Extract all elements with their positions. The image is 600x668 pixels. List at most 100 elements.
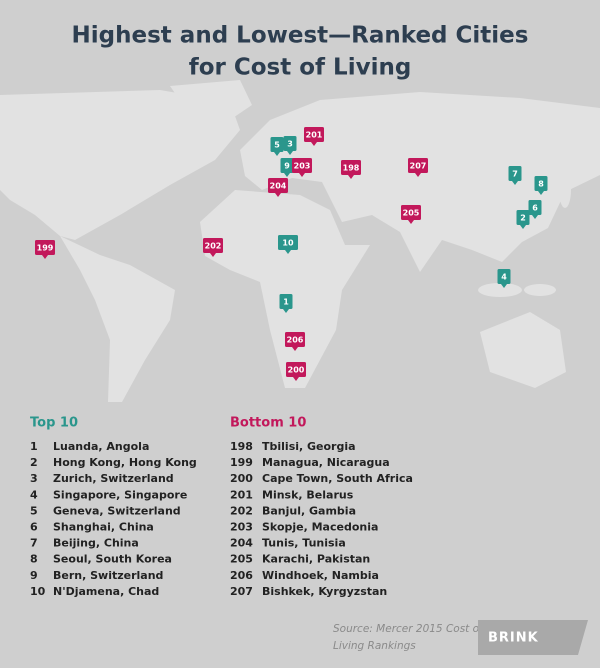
logo-badge bbox=[478, 620, 588, 655]
marker-pointer bbox=[311, 142, 317, 146]
rank: 199 bbox=[230, 456, 253, 469]
map-marker bbox=[408, 158, 428, 173]
map-marker bbox=[401, 205, 421, 220]
marker-pointer bbox=[501, 284, 507, 288]
rank: 201 bbox=[230, 488, 253, 501]
map-marker bbox=[285, 332, 305, 347]
city: Tunis, Tunisia bbox=[262, 537, 346, 550]
map-marker bbox=[516, 210, 530, 225]
marker-label: 7 bbox=[512, 170, 518, 179]
map-marker bbox=[270, 137, 284, 152]
marker-pointer bbox=[210, 253, 216, 257]
city: Cape Town, South Africa bbox=[262, 472, 413, 485]
map-marker bbox=[280, 158, 294, 173]
city: Zurich, Switzerland bbox=[53, 472, 174, 485]
rank: 206 bbox=[230, 569, 253, 582]
rank: 1 bbox=[30, 440, 38, 453]
marker-pointer bbox=[512, 181, 518, 185]
rank: 2 bbox=[30, 456, 38, 469]
city: Karachi, Pakistan bbox=[262, 553, 370, 566]
marker-pointer bbox=[520, 225, 526, 229]
marker-pointer bbox=[299, 173, 305, 177]
city: Hong Kong, Hong Kong bbox=[53, 456, 197, 469]
city: Luanda, Angola bbox=[53, 440, 149, 453]
marker-label: 205 bbox=[403, 209, 420, 218]
city: Tbilisi, Georgia bbox=[262, 440, 356, 453]
map-marker bbox=[497, 269, 511, 284]
rank: 6 bbox=[30, 521, 38, 534]
marker-label: 200 bbox=[288, 366, 305, 375]
marker-pointer bbox=[285, 250, 291, 254]
marker-label: 198 bbox=[343, 164, 360, 173]
city: Seoul, South Korea bbox=[53, 553, 172, 566]
marker-label: 202 bbox=[205, 242, 222, 251]
rank: 198 bbox=[230, 440, 253, 453]
source: Living Rankings bbox=[333, 640, 416, 652]
marker-pointer bbox=[415, 173, 421, 177]
map-marker bbox=[203, 238, 223, 253]
map-marker bbox=[341, 160, 361, 175]
city: Singapore, Singapore bbox=[53, 488, 187, 501]
marker-label: 9 bbox=[284, 162, 290, 171]
marker-label: 8 bbox=[538, 180, 544, 189]
city: Beijing, China bbox=[53, 537, 139, 550]
city: Bern, Switzerland bbox=[53, 569, 163, 582]
rank: 9 bbox=[30, 569, 38, 582]
rank: 203 bbox=[230, 521, 253, 534]
rank: 4 bbox=[30, 488, 38, 501]
title: Highest and Lowest—Ranked Cities bbox=[72, 23, 529, 49]
rank: 205 bbox=[230, 553, 253, 566]
rank: 5 bbox=[30, 504, 38, 517]
marker-label: 4 bbox=[501, 273, 507, 282]
map-marker bbox=[283, 136, 297, 151]
city: Banjul, Gambia bbox=[262, 504, 356, 517]
map-marker bbox=[528, 200, 542, 215]
marker-pointer bbox=[284, 173, 290, 177]
source: Source: Mercer 2015 Cost of bbox=[333, 623, 485, 635]
marker-label: 201 bbox=[306, 131, 323, 140]
list-heading: Bottom 10 bbox=[230, 416, 306, 431]
marker-pointer bbox=[293, 377, 299, 381]
marker-label: 2 bbox=[520, 214, 526, 223]
marker-label: 1 bbox=[283, 298, 289, 307]
map-marker bbox=[268, 178, 288, 193]
rank: 7 bbox=[30, 537, 38, 550]
marker-label: 206 bbox=[287, 336, 304, 345]
marker-pointer bbox=[292, 347, 298, 351]
map-marker bbox=[534, 176, 548, 191]
rank: 202 bbox=[230, 504, 253, 517]
marker-pointer bbox=[348, 175, 354, 179]
marker-pointer bbox=[287, 151, 293, 155]
rank: 10 bbox=[30, 585, 46, 598]
marker-label: 10 bbox=[282, 239, 294, 248]
world-map bbox=[0, 80, 600, 402]
logo: BRINK bbox=[488, 631, 539, 646]
marker-label: 204 bbox=[270, 182, 287, 191]
map-marker bbox=[304, 127, 324, 142]
marker-label: 3 bbox=[287, 140, 293, 149]
marker-pointer bbox=[408, 220, 414, 224]
marker-pointer bbox=[42, 255, 48, 259]
rank: 3 bbox=[30, 472, 38, 485]
map-marker bbox=[508, 166, 522, 181]
rank: 200 bbox=[230, 472, 253, 485]
city: Skopje, Macedonia bbox=[262, 521, 378, 534]
city: Geneva, Switzerland bbox=[53, 504, 181, 517]
marker-pointer bbox=[532, 215, 538, 219]
rank: 207 bbox=[230, 585, 253, 598]
city: N'Djamena, Chad bbox=[53, 585, 159, 598]
marker-label: 203 bbox=[294, 162, 311, 171]
marker-pointer bbox=[274, 152, 280, 156]
marker-pointer bbox=[275, 193, 281, 197]
marker-label: 6 bbox=[532, 204, 538, 213]
marker-label: 5 bbox=[274, 141, 280, 150]
city: Windhoek, Nambia bbox=[262, 569, 379, 582]
city: Minsk, Belarus bbox=[262, 488, 354, 501]
map-marker bbox=[35, 240, 55, 255]
marker-label: 207 bbox=[410, 162, 427, 171]
city: Managua, Nicaragua bbox=[262, 456, 390, 469]
rank: 8 bbox=[30, 553, 38, 566]
map-marker bbox=[279, 294, 293, 309]
marker-pointer bbox=[283, 309, 289, 313]
title: for Cost of Living bbox=[189, 55, 412, 81]
